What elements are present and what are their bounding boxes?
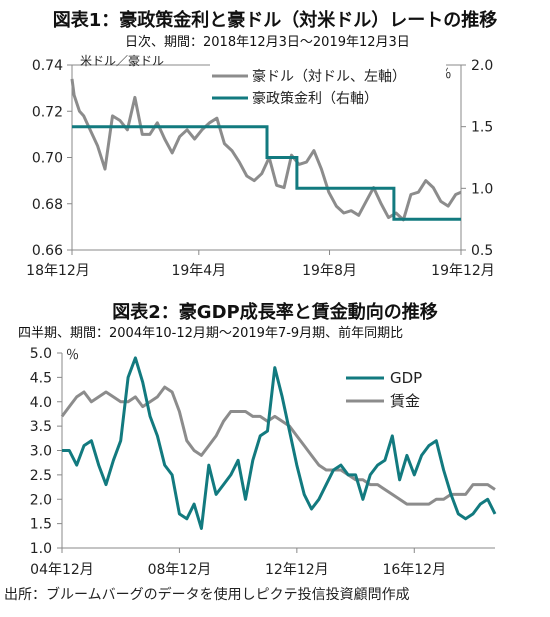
y-right-tick-label: 1.5 xyxy=(471,120,493,136)
wage-series-line xyxy=(60,385,496,506)
x-tick-label: 04年12月 xyxy=(30,562,94,578)
x-tick-label: 19年12月 xyxy=(431,263,495,279)
y-tick-label: 1.5 xyxy=(30,517,52,533)
y-tick-label: 4.5 xyxy=(30,370,52,386)
y-tick-label: 4.0 xyxy=(30,395,52,411)
y-right-tick-label: 0.5 xyxy=(471,243,493,259)
figure1-subtitle: 日次、期間：2018年12月3日～2019年12月3日 xyxy=(125,35,410,50)
policy-rate-series-line xyxy=(72,125,461,221)
legend-label-gdp: GDP xyxy=(390,369,422,387)
x-tick-label: 08年12月 xyxy=(148,562,212,578)
gdp-series-line xyxy=(62,356,497,530)
figure1-title: 図表1：豪政策金利と豪ドル（対米ドル）レートの推移 xyxy=(52,10,498,31)
left-axis-unit: 米ドル／豪ドル xyxy=(80,53,164,68)
x-tick-label: 19年4月 xyxy=(171,263,226,279)
legend-label-wage: 賃金 xyxy=(390,392,420,410)
legend-label-rate: 豪政策金利（右軸） xyxy=(252,90,378,107)
figure2-subtitle: 四半期、期間：2004年10-12月期～2019年7-9月期、前年同期比 xyxy=(18,326,404,341)
y-left-tick-label: 0.72 xyxy=(32,104,63,120)
source-note: 出所：ブルームバーグのデータを使用しピクテ投信投資顧問作成 xyxy=(4,587,410,603)
y-right-tick-label: 2.0 xyxy=(471,58,493,74)
figure1-chart: 0.74 0.72 0.70 0.68 0.66 2.0 1.5 1.0 0.5 18年12月 19… xyxy=(26,53,495,279)
legend-background xyxy=(210,64,446,112)
y-tick-label: 2.0 xyxy=(30,492,52,508)
y-left-tick-label: 0.68 xyxy=(32,197,63,213)
y-tick-label: 3.5 xyxy=(30,419,52,435)
y-tick-label: 1.0 xyxy=(30,541,52,557)
y-tick-label: 2.5 xyxy=(30,468,52,484)
y-left-tick-label: 0.66 xyxy=(32,243,63,259)
y-tick-label: 3.0 xyxy=(30,444,52,460)
y-left-tick-label: 0.70 xyxy=(32,151,63,167)
x-tick-label: 18年12月 xyxy=(26,263,90,279)
y-axis-unit: ％ xyxy=(66,348,79,363)
legend-label-aud: 豪ドル（対ドル、左軸） xyxy=(252,69,406,85)
y-right-tick-label: 1.0 xyxy=(471,181,493,197)
x-tick-label: 12年12月 xyxy=(265,562,329,578)
y-left-tick-label: 0.74 xyxy=(32,58,63,74)
x-tick-label: 19年8月 xyxy=(302,263,357,279)
y-tick-label: 5.0 xyxy=(30,346,52,362)
figure2-title: 図表2：豪GDP成長率と賃金動向の推移 xyxy=(112,302,438,323)
figure2-chart: 5.0 4.5 4.0 3.5 3.0 2.5 2.0 1.5 1.0 04年12月 08年12月 1… xyxy=(30,346,497,578)
aud-usd-series-line xyxy=(70,78,462,222)
x-tick-label: 16年12月 xyxy=(382,562,446,578)
